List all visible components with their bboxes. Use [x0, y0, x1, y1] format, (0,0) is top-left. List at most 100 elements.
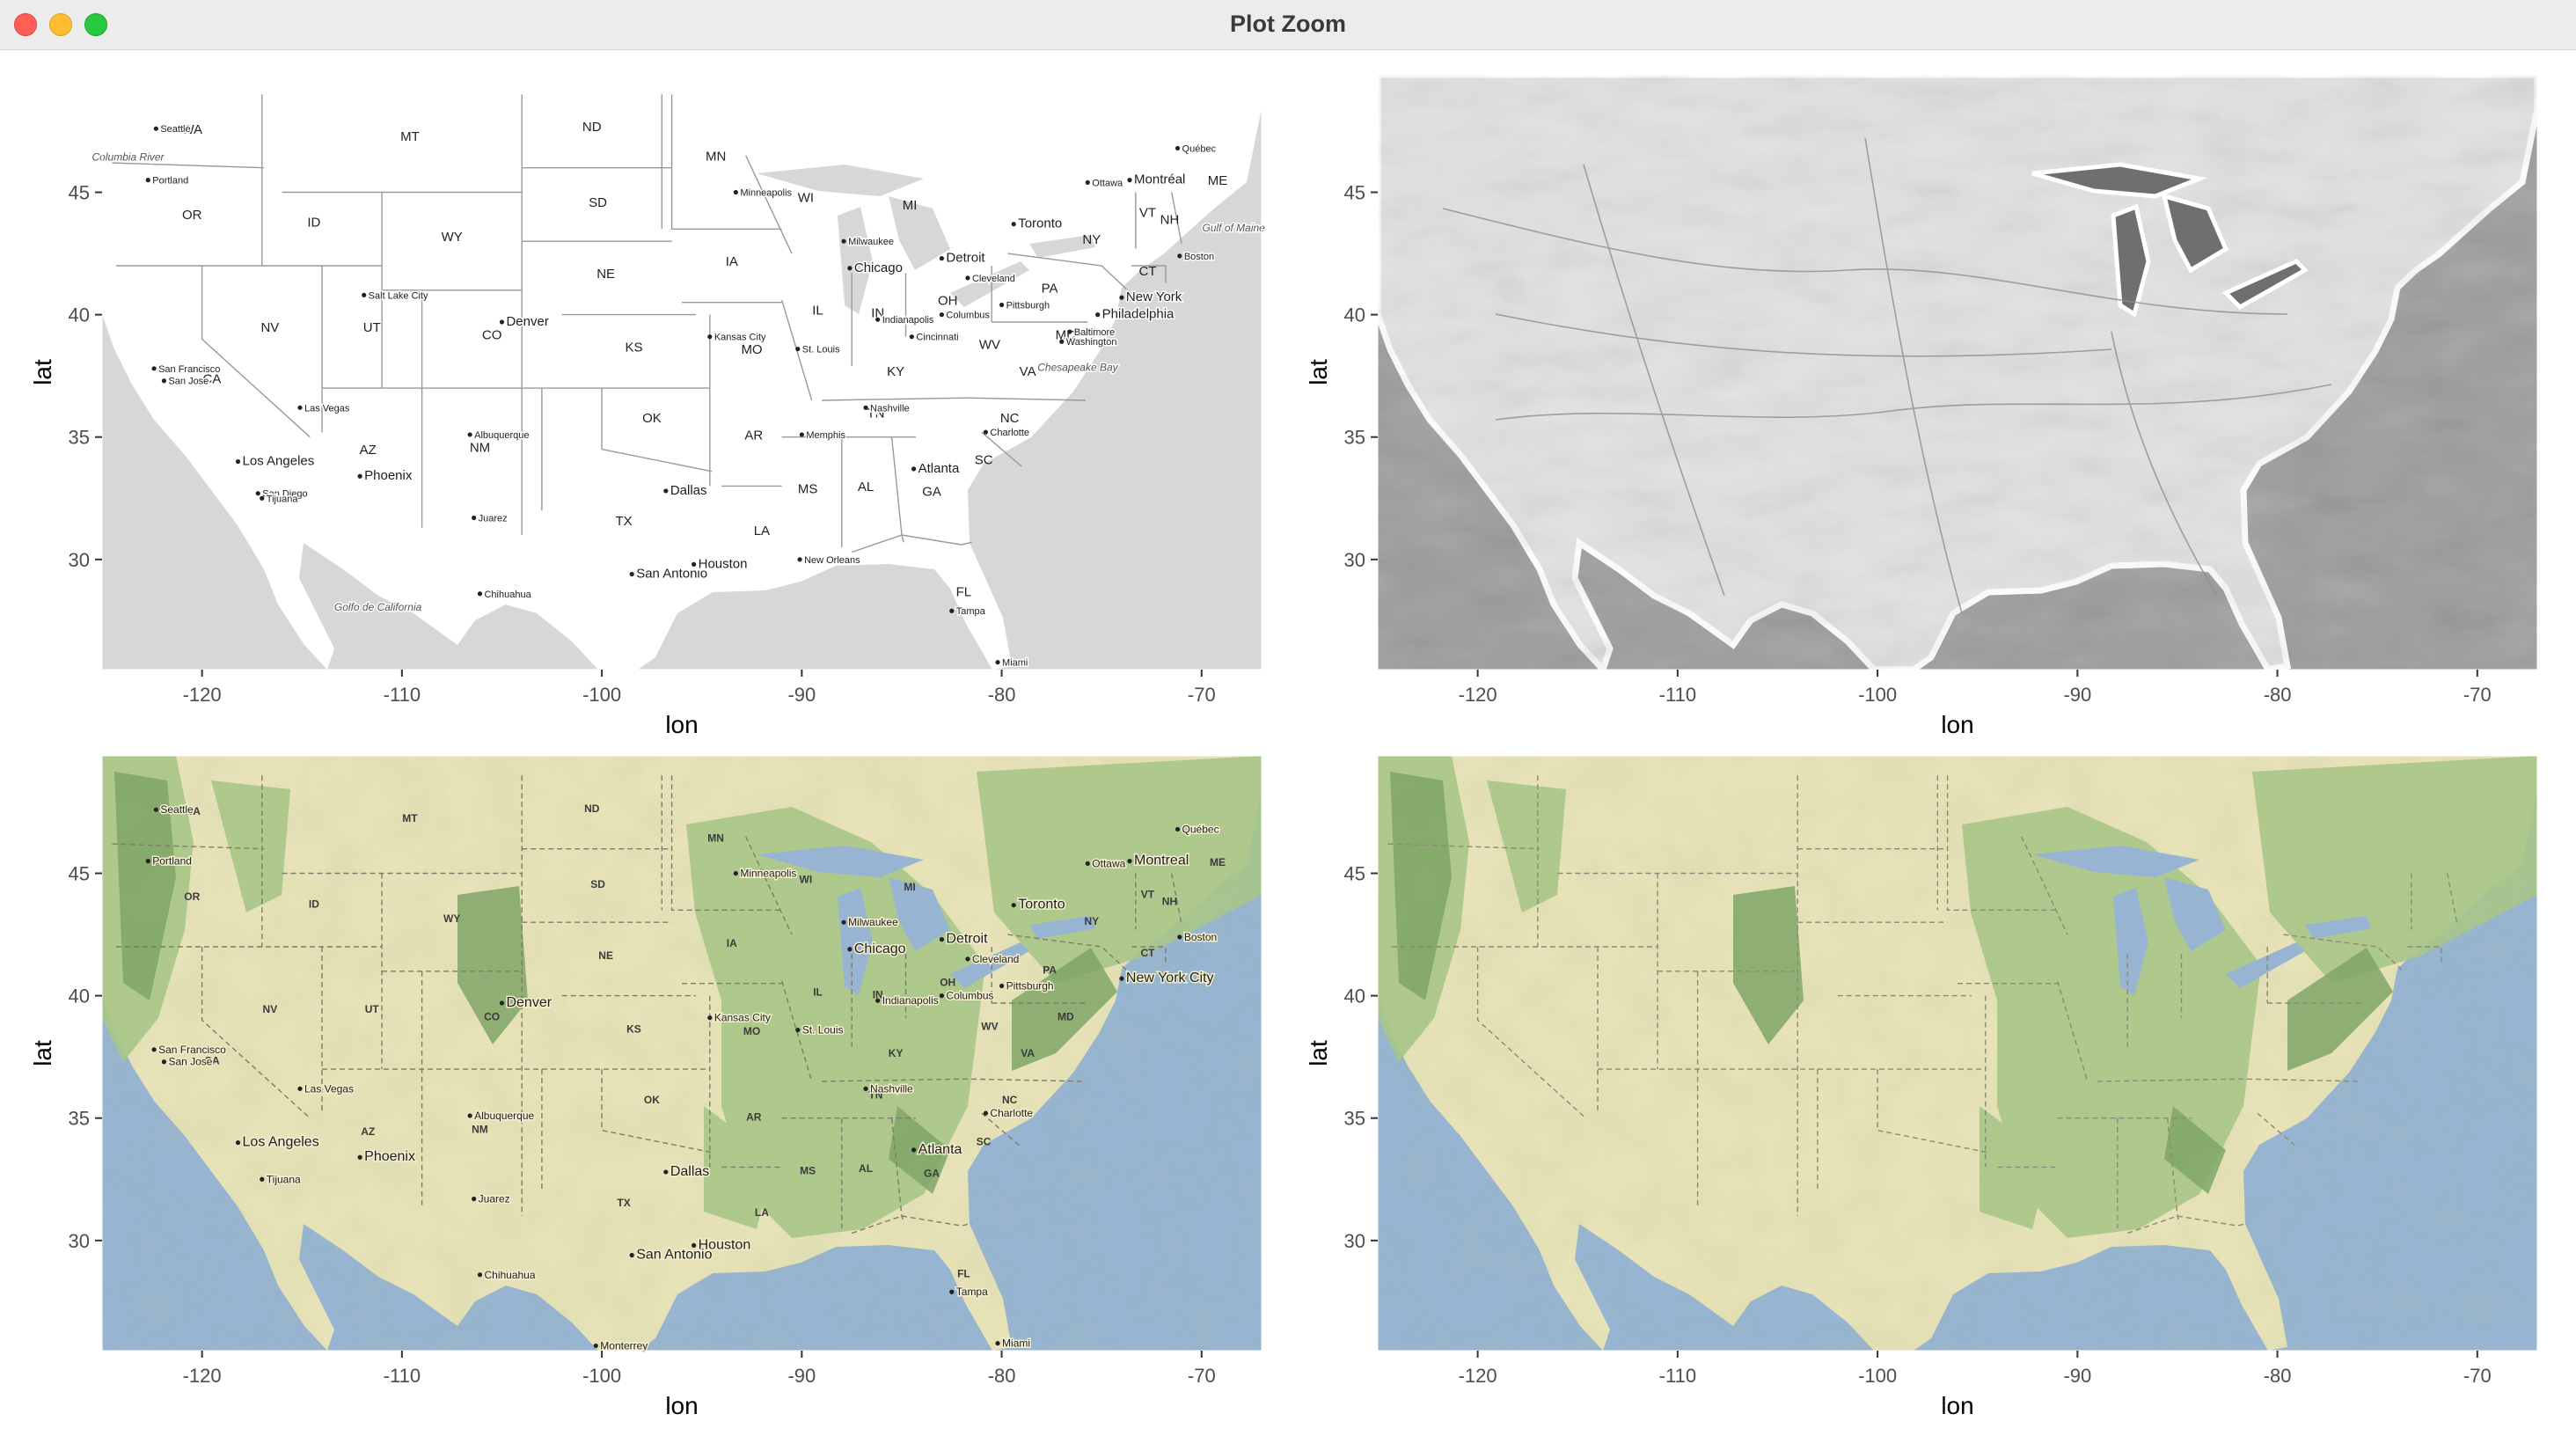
state-label: WY	[443, 912, 460, 925]
city-label: Los Angeles	[243, 454, 315, 469]
state-boundary	[1877, 1069, 1988, 1154]
state-label: VA	[1020, 364, 1036, 379]
city-marker	[153, 807, 158, 812]
city-marker	[999, 983, 1005, 989]
city-marker	[477, 1272, 483, 1278]
city-marker	[663, 488, 669, 494]
city-marker	[939, 993, 945, 999]
city-marker	[733, 189, 738, 195]
x-tick-label: -100	[582, 684, 621, 706]
city-marker	[499, 1000, 505, 1006]
city-label: Houston	[699, 1237, 751, 1252]
city-marker	[795, 1027, 801, 1033]
x-tick-label: -120	[1459, 684, 1497, 706]
city-label: Ottawa	[1092, 857, 1125, 869]
state-label: AL	[858, 480, 874, 495]
state-label: CO	[484, 1010, 500, 1022]
city-label: Columbus	[946, 311, 990, 321]
window-title: Plot Zoom	[1230, 11, 1346, 37]
city-marker	[593, 1343, 598, 1349]
state-boundary	[2407, 946, 2442, 964]
state-label: OK	[642, 411, 662, 426]
city-marker	[795, 346, 801, 352]
toner-lake-superior	[757, 165, 924, 196]
state-label: KY	[887, 364, 904, 379]
y-tick-label: 45	[69, 182, 90, 204]
city-marker	[362, 292, 367, 297]
state-label: ID	[309, 898, 319, 910]
state-label: WY	[442, 230, 463, 245]
x-tick-label: -110	[1659, 1365, 1696, 1387]
state-label: ME	[1208, 173, 1228, 188]
state-label: OR	[182, 208, 202, 223]
city-label: Juarez	[479, 514, 508, 524]
city-marker	[1095, 312, 1101, 318]
state-label: NY	[1082, 232, 1101, 247]
city-label: Québec	[1182, 143, 1217, 154]
water-feature-label: Golfo de California	[334, 601, 422, 613]
city-marker	[1175, 826, 1181, 832]
city-marker	[629, 1252, 634, 1258]
city-label: Seattle	[160, 124, 190, 135]
state-label: NE	[598, 949, 613, 962]
y-tick-label: 35	[69, 1108, 90, 1130]
city-label: Las Vegas	[304, 403, 350, 414]
state-label: WV	[979, 338, 1000, 353]
panel-frame	[1377, 74, 2538, 670]
state-label: ND	[584, 802, 600, 815]
state-boundary	[201, 947, 311, 1119]
map-panel-watercolor	[1374, 71, 2541, 676]
city-marker	[1119, 295, 1124, 300]
city-marker	[841, 238, 846, 244]
panel-frame	[101, 74, 1262, 670]
city-label: Phoenix	[364, 468, 413, 483]
city-marker	[909, 334, 914, 340]
close-window-button[interactable]	[14, 13, 37, 36]
map-panel-toner	[102, 75, 1262, 670]
state-label: MD	[1057, 1010, 1074, 1022]
city-label: Montréal	[1134, 172, 1185, 187]
city-marker	[297, 1086, 303, 1091]
city-label: Chicago	[854, 941, 906, 956]
y-tick-label: 45	[1344, 863, 1365, 885]
state-label: IL	[812, 304, 823, 319]
city-label: Pittsburgh	[1006, 979, 1054, 992]
city-label: Tampa	[956, 1286, 988, 1298]
state-label: AR	[746, 1111, 762, 1124]
state-label: MO	[741, 342, 762, 357]
city-label: Baltimore	[1074, 327, 1115, 338]
state-boundary	[1946, 775, 2058, 911]
city-label: San Diego	[262, 489, 307, 500]
state-label: CA	[203, 372, 222, 387]
city-label: Boston	[1184, 252, 1214, 262]
city-marker	[797, 557, 802, 562]
city-label: Miami	[1002, 658, 1028, 669]
minimize-window-button[interactable]	[49, 13, 72, 36]
state-label: SC	[975, 452, 993, 467]
city-label: Minneapolis	[740, 868, 796, 880]
city-label: Chihuahua	[484, 590, 531, 600]
x-tick-label: -100	[582, 1365, 621, 1387]
city-label: San Antonio	[636, 1248, 712, 1263]
city-marker	[911, 1147, 917, 1153]
state-boundary	[601, 388, 713, 473]
city-marker	[663, 1169, 669, 1175]
city-label: Portland	[152, 855, 192, 868]
state-label: VA	[1021, 1047, 1035, 1059]
city-marker	[260, 1176, 265, 1182]
state-label: MI	[904, 881, 915, 893]
state-label: IN	[873, 988, 883, 1000]
state-label: MI	[903, 198, 918, 213]
zoom-window-button[interactable]	[84, 13, 107, 36]
state-label: MT	[400, 129, 420, 144]
state-label: NV	[263, 1003, 278, 1015]
city-marker	[965, 956, 970, 962]
terrain-texture	[102, 756, 1262, 1351]
city-label: Portland	[152, 176, 188, 187]
state-label: CT	[1140, 947, 1155, 959]
x-tick-label: -110	[384, 684, 421, 706]
city-label: Indianapolis	[882, 994, 939, 1007]
x-tick-label: -80	[988, 684, 1016, 706]
city-label: Monterrey	[600, 1339, 648, 1352]
state-label: TN	[868, 1088, 882, 1101]
